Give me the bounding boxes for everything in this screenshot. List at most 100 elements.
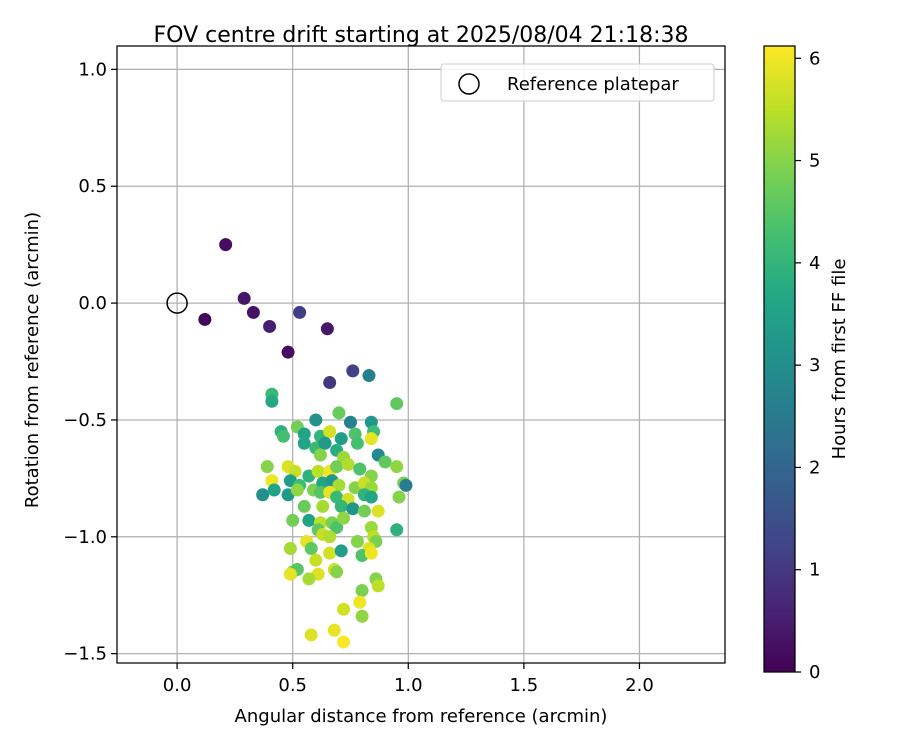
data-point [263, 319, 277, 333]
data-point [330, 565, 344, 579]
data-point [364, 432, 378, 446]
colorbar-tick-label: 1 [809, 560, 820, 581]
x-tick-label: 1.0 [394, 675, 423, 696]
data-point [320, 322, 334, 336]
data-point [346, 364, 360, 378]
data-point [281, 345, 295, 359]
data-point [334, 544, 348, 558]
data-point [346, 502, 360, 516]
data-point [311, 464, 325, 478]
colorbar-ticks: 0 1 2 3 4 5 6 [795, 48, 820, 683]
data-point [246, 305, 260, 319]
data-point [332, 478, 346, 492]
y-tick-label: 0.5 [78, 176, 107, 197]
y-tick-label: −1.5 [63, 644, 107, 665]
x-axis-label: Angular distance from reference (arcmin) [235, 706, 608, 727]
data-point [309, 413, 323, 427]
legend-label: Reference platepar [507, 74, 679, 95]
data-point [304, 541, 318, 555]
data-point [390, 460, 404, 474]
colorbar-tick-label: 3 [809, 355, 820, 376]
grid-lines [117, 46, 725, 663]
data-point [283, 541, 297, 555]
data-point [337, 511, 351, 525]
data-point [286, 513, 300, 527]
data-point [304, 628, 318, 642]
colorbar-tick-label: 5 [809, 151, 820, 172]
data-point [390, 523, 404, 537]
data-point [355, 609, 369, 623]
data-point [323, 530, 337, 544]
data-point [313, 448, 327, 462]
data-point [330, 460, 344, 474]
data-point [390, 397, 404, 411]
reference-marker [166, 292, 188, 314]
colorbar-tick-label: 4 [809, 253, 820, 274]
data-point [267, 483, 281, 497]
colorbar-tick-label: 2 [809, 457, 820, 478]
data-point [371, 579, 385, 593]
data-point [350, 436, 364, 450]
data-point [353, 462, 367, 476]
data-point [323, 546, 337, 560]
data-point [341, 457, 355, 471]
data-point [337, 602, 351, 616]
data-point [362, 369, 376, 383]
data-point [334, 499, 348, 513]
data-point [256, 488, 270, 502]
data-point [219, 238, 233, 252]
data-point [297, 436, 311, 450]
data-point [313, 485, 327, 499]
colorbar-tick-label: 0 [809, 662, 820, 683]
data-point [283, 567, 297, 581]
data-point [293, 305, 307, 319]
colorbar-gradient [763, 45, 796, 673]
data-point [364, 546, 378, 560]
data-point [353, 595, 367, 609]
data-point [355, 584, 369, 598]
data-point [297, 427, 311, 441]
data-point [237, 291, 251, 305]
data-point [318, 436, 332, 450]
data-point [350, 534, 364, 548]
data-point [371, 504, 385, 518]
x-tick-label: 0.0 [163, 675, 192, 696]
data-point [332, 406, 346, 420]
y-tick-label: −1.0 [63, 527, 107, 548]
data-point [198, 312, 212, 326]
y-tick-label: 0.0 [78, 293, 107, 314]
data-point [302, 513, 316, 527]
data-point [302, 572, 316, 586]
y-axis-label: Rotation from reference (arcmin) [22, 212, 43, 508]
x-axis-ticks: 0.0 0.5 1.0 1.5 2.0 [163, 663, 654, 696]
data-point [265, 394, 279, 408]
y-tick-label: −0.5 [63, 410, 107, 431]
y-tick-label: 1.0 [78, 59, 107, 80]
data-point [260, 460, 274, 474]
legend-marker [458, 73, 480, 95]
data-point [392, 490, 406, 504]
legend: Reference platepar [440, 63, 715, 102]
x-tick-label: 0.5 [278, 675, 307, 696]
data-points [198, 238, 413, 649]
data-point [343, 415, 357, 429]
y-axis-ticks: 1.0 0.5 0.0 −0.5 −1.0 −1.5 [63, 59, 117, 665]
data-point [378, 455, 392, 469]
data-point [290, 483, 304, 497]
x-tick-label: 1.5 [510, 675, 539, 696]
data-point [323, 376, 337, 390]
data-point [330, 520, 344, 534]
data-point [357, 504, 371, 518]
legend-box [440, 63, 715, 102]
colorbar-label: Hours from first FF file [829, 259, 850, 460]
data-point [327, 623, 341, 637]
data-point [334, 432, 348, 446]
data-point [337, 635, 351, 649]
colorbar-tick-label: 6 [809, 48, 820, 69]
chart-title: FOV centre drift starting at 2025/08/04 … [154, 23, 689, 48]
data-point [276, 429, 290, 443]
x-tick-label: 2.0 [625, 675, 654, 696]
data-point [309, 553, 323, 567]
data-point [316, 499, 330, 513]
